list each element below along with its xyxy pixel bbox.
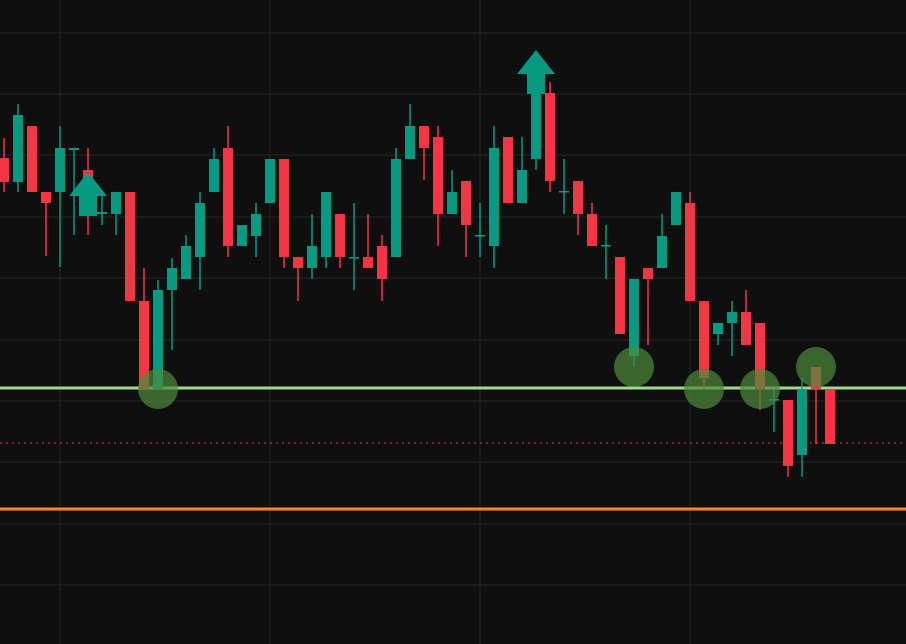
- candle-body: [13, 115, 23, 182]
- candle-body: [111, 192, 121, 214]
- candle-body: [741, 312, 751, 345]
- candle-body: [153, 290, 163, 389]
- candle-body: [475, 235, 485, 237]
- candle-body: [167, 268, 177, 290]
- candle-body: [391, 159, 401, 257]
- candle-body: [405, 126, 415, 159]
- candle-body: [209, 159, 219, 192]
- candle-body: [699, 301, 709, 378]
- candle-body: [531, 82, 541, 159]
- candle-body: [545, 93, 555, 181]
- candle-body: [825, 389, 835, 444]
- candle-body: [573, 181, 583, 214]
- candle-body: [125, 192, 135, 301]
- candle-body: [489, 148, 499, 246]
- candle-body: [503, 137, 513, 203]
- signal-circle: [614, 347, 654, 387]
- candle-body: [27, 126, 37, 192]
- candle-body: [223, 148, 233, 246]
- candle-body: [433, 137, 443, 214]
- candle-body: [461, 181, 471, 225]
- signal-circle: [138, 369, 178, 409]
- candle-body: [601, 245, 611, 247]
- candle-body: [55, 148, 65, 192]
- candle-body: [517, 170, 527, 203]
- candle-body: [713, 323, 723, 334]
- candle-body: [629, 279, 639, 356]
- candle-body: [671, 192, 681, 225]
- signal-circle: [684, 369, 724, 409]
- signal-circle: [740, 369, 780, 409]
- candle-body: [349, 257, 359, 259]
- candle-body: [783, 400, 793, 466]
- signal-arrow: [69, 172, 107, 216]
- candle-body: [265, 159, 275, 203]
- candle-body: [251, 214, 261, 236]
- candle-body: [181, 246, 191, 279]
- candle-body: [195, 203, 205, 257]
- candle-body: [237, 225, 247, 246]
- candle-body: [69, 148, 79, 150]
- candle-body: [279, 159, 289, 257]
- candle-body: [293, 257, 303, 268]
- signal-arrow: [517, 50, 555, 94]
- candle-body: [419, 126, 429, 148]
- signal-circle: [796, 347, 836, 387]
- candle-body: [447, 192, 457, 214]
- candle-body: [97, 212, 107, 214]
- candle-body: [587, 214, 597, 246]
- candle-body: [755, 323, 765, 389]
- candle-body: [377, 246, 387, 279]
- candle-body: [335, 214, 345, 257]
- candle-body: [0, 158, 9, 182]
- candle-body: [643, 268, 653, 279]
- candle-body: [797, 389, 807, 455]
- candle-body: [657, 236, 667, 268]
- candle-body: [307, 246, 317, 268]
- candle-body: [559, 191, 569, 193]
- candle-body: [321, 192, 331, 257]
- candle-body: [727, 312, 737, 323]
- candle-body: [615, 257, 625, 334]
- candle-body: [685, 203, 695, 301]
- candle-body: [363, 257, 373, 268]
- candle-body: [41, 192, 51, 203]
- candle-body: [139, 301, 149, 389]
